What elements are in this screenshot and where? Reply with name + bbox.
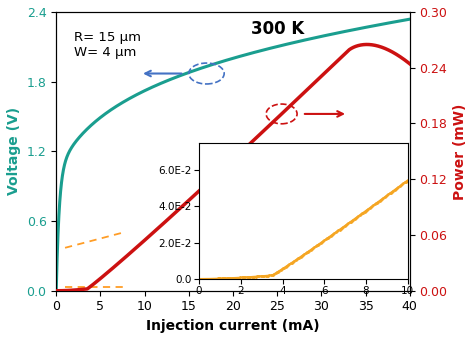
Text: R= 15 μm
W= 4 μm: R= 15 μm W= 4 μm	[74, 32, 141, 60]
Text: 300 K: 300 K	[251, 20, 304, 38]
X-axis label: Injection current (mA): Injection current (mA)	[146, 319, 320, 333]
Y-axis label: Voltage (V): Voltage (V)	[7, 107, 21, 196]
Y-axis label: Power (mW): Power (mW)	[453, 103, 467, 200]
